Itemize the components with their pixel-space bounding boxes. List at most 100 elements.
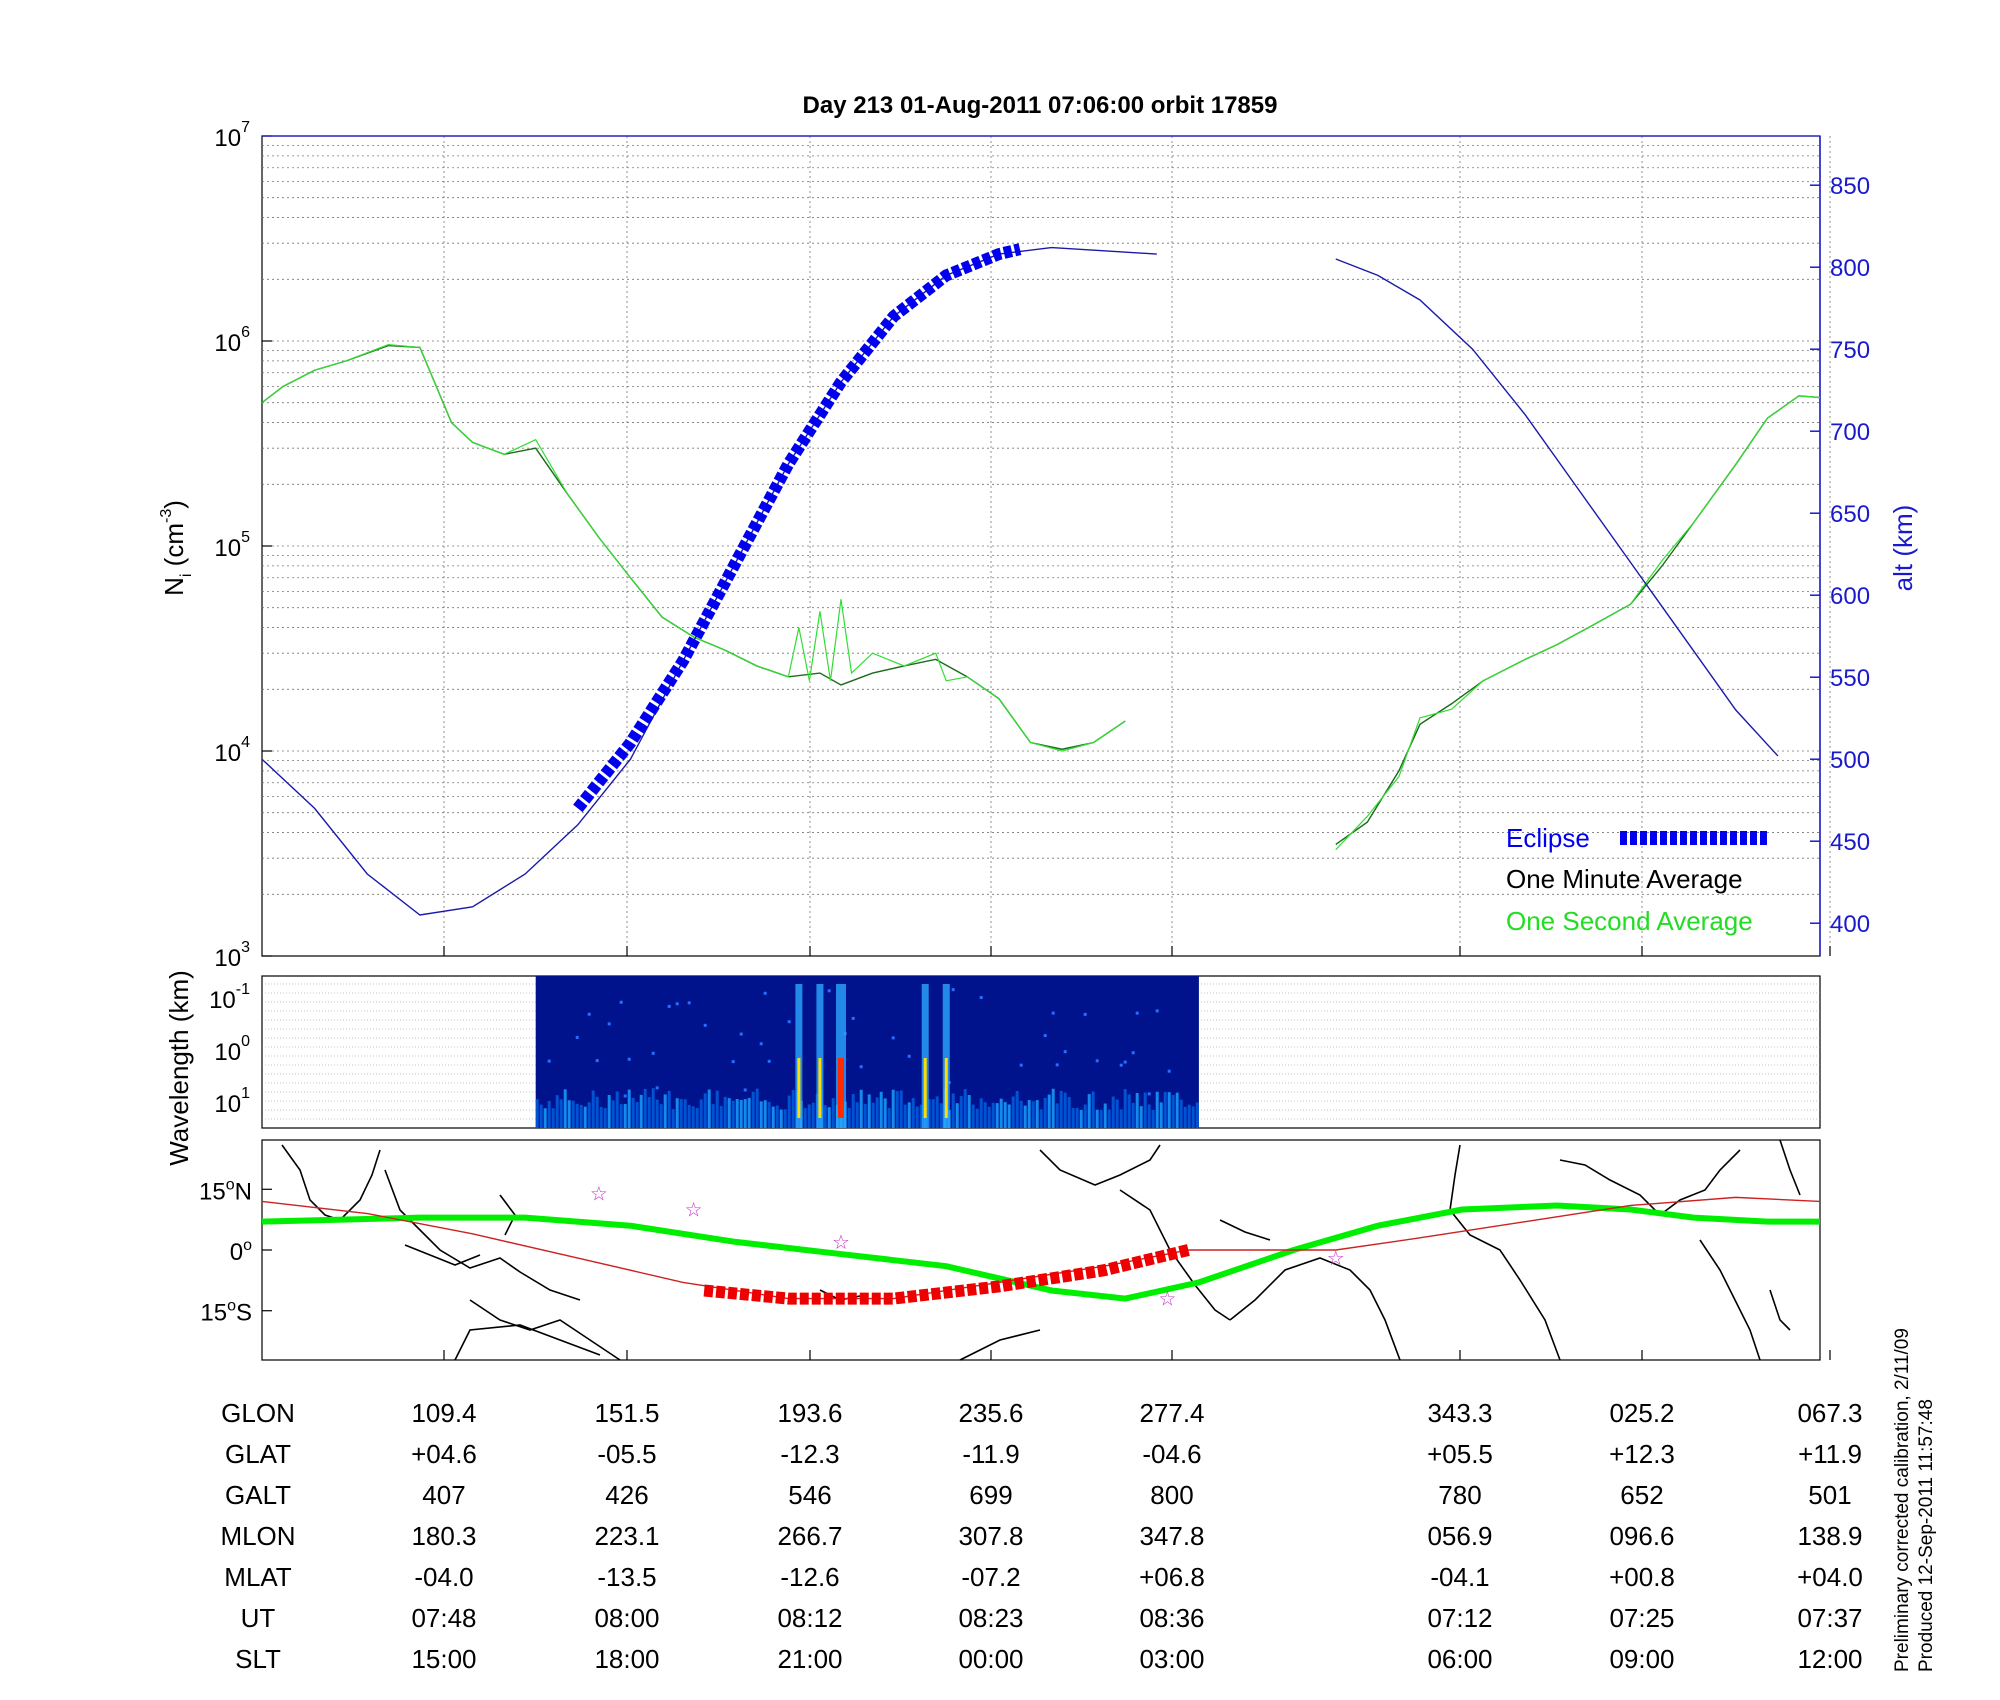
- table-cell: 07:12: [1427, 1603, 1492, 1633]
- spectrogram-column: [1111, 1096, 1115, 1128]
- y-tick-label: 104: [214, 734, 250, 767]
- spectrogram-column: [591, 1090, 595, 1128]
- spectrogram-speckle: [623, 1094, 627, 1098]
- spectrogram-column: [983, 1102, 987, 1128]
- spectrogram-column: [599, 1107, 603, 1128]
- altitude-tick-label: 550: [1830, 665, 1870, 692]
- spectrogram-speckle: [607, 1022, 611, 1026]
- table-cell: 08:00: [594, 1603, 659, 1633]
- spectrogram-column: [831, 1098, 835, 1128]
- spectrogram-column: [715, 1090, 719, 1128]
- spectrogram-column: [595, 1096, 599, 1128]
- spectrogram-column: [655, 1099, 659, 1128]
- table-cell: +06.8: [1139, 1562, 1205, 1592]
- spectrogram-column: [587, 1102, 591, 1128]
- spectrogram-speckle: [687, 1001, 691, 1005]
- spectrogram-speckle: [547, 1059, 551, 1063]
- spectrogram-speckle: [703, 1023, 707, 1027]
- wavelength-tick-label: 101: [214, 1085, 250, 1118]
- spectrogram-column: [571, 1100, 575, 1128]
- spectrogram-burst: [816, 984, 824, 1128]
- table-cell: +11.9: [1798, 1439, 1862, 1469]
- spectrogram-speckle: [763, 991, 767, 995]
- spectrogram-column: [1151, 1109, 1155, 1128]
- spectrogram-column: [735, 1099, 739, 1128]
- spectrogram-column: [743, 1099, 747, 1128]
- spectrogram-column: [1187, 1104, 1191, 1128]
- spectrogram-column: [919, 1104, 923, 1128]
- spectrogram-burst: [921, 984, 929, 1128]
- star-marker: ☆: [1327, 1248, 1345, 1270]
- table-cell: 109.4: [411, 1398, 476, 1428]
- spectrogram-speckle: [891, 1036, 895, 1040]
- spectrogram-column: [971, 1104, 975, 1128]
- altitude-tick-label: 400: [1830, 911, 1870, 938]
- wavelength-tick-label: 10-1: [209, 981, 250, 1014]
- spectrogram-speckle: [1055, 1063, 1059, 1067]
- spectrogram-speckle: [651, 1051, 655, 1055]
- altitude-tick-label: 600: [1830, 583, 1870, 610]
- table-cell: 025.2: [1609, 1398, 1674, 1428]
- series-line-one-second-average: [1335, 395, 1821, 851]
- density-series: [261, 243, 1821, 916]
- spectrogram-speckle: [587, 1012, 591, 1016]
- altitude-axis-ticks: 400 450 500 550 600 650 700 750 800 850: [1810, 173, 1870, 938]
- altitude-tick-label: 650: [1830, 501, 1870, 528]
- spectrogram-column: [1107, 1109, 1111, 1128]
- table-cell: -04.0: [414, 1562, 473, 1592]
- spectrogram-speckle: [1147, 1092, 1151, 1096]
- table-cell: 180.3: [411, 1521, 476, 1551]
- spectrogram-column: [575, 1103, 579, 1128]
- spectrogram-speckle: [827, 989, 831, 993]
- spectrogram-burst: [942, 984, 950, 1128]
- spectrogram-burst-core: [837, 1058, 844, 1118]
- table-cell: +04.6: [411, 1439, 477, 1469]
- map-series: ☆ ☆ ☆ ☆ ☆: [261, 1183, 1821, 1311]
- spectrogram-speckle: [575, 1035, 579, 1039]
- density-y-axis-label: Ni (cm-3): [158, 500, 195, 596]
- table-cell: 343.3: [1427, 1398, 1492, 1428]
- spectrogram-column: [807, 1104, 811, 1128]
- spectrogram-column: [1115, 1099, 1119, 1128]
- spectrogram-column: [791, 1090, 795, 1128]
- table-cell: +00.8: [1609, 1562, 1675, 1592]
- coastline: [404, 1244, 481, 1266]
- spectrogram-column: [731, 1100, 735, 1128]
- table-cell: 067.3: [1797, 1398, 1862, 1428]
- altitude-tick-label: 750: [1830, 337, 1870, 364]
- footnote-calibration: Preliminary corrected calibration, 2/11/…: [1892, 1328, 1913, 1672]
- spectrogram-column: [1131, 1102, 1135, 1128]
- spectrogram-column: [887, 1108, 891, 1128]
- spectrogram-column: [903, 1104, 907, 1128]
- table-cell: -04.1: [1430, 1562, 1489, 1592]
- table-cell: 235.6: [958, 1398, 1023, 1428]
- table-cell: 266.7: [777, 1521, 842, 1551]
- table-cell: +04.0: [1797, 1562, 1863, 1592]
- spectrogram-column: [555, 1095, 559, 1128]
- spectrogram: [535, 976, 1199, 1128]
- table-cell: 08:36: [1139, 1603, 1204, 1633]
- spectrogram-column: [1023, 1105, 1027, 1128]
- wavelength-y-ticks: 10-1 100 101: [209, 981, 250, 1118]
- spectrogram-column: [783, 1109, 787, 1128]
- spectrogram-speckle: [979, 996, 983, 1000]
- legend-entry-eclipse: Eclipse: [1506, 823, 1590, 853]
- series-line-alt-km-: [1335, 258, 1779, 757]
- chart-title: Day 213 01-Aug-2011 07:06:00 orbit 17859: [803, 92, 1278, 119]
- spectrogram-column: [727, 1098, 731, 1128]
- spectrogram-column: [911, 1098, 915, 1128]
- coastline: [469, 1299, 621, 1361]
- spectrogram-column: [739, 1099, 743, 1128]
- spectrogram-column: [1135, 1093, 1139, 1128]
- spectrogram-column: [1035, 1100, 1039, 1128]
- spectrogram-column: [747, 1098, 751, 1128]
- map-y-ticks: 15oN 0o 15oS: [199, 1176, 272, 1327]
- spectrogram-column: [811, 1102, 815, 1128]
- spectrogram-column: [855, 1102, 859, 1128]
- spectrogram-column: [959, 1096, 963, 1128]
- spectrogram-column: [863, 1103, 867, 1128]
- spectrogram-column: [1027, 1100, 1031, 1128]
- spectrogram-column: [755, 1088, 759, 1128]
- spectrogram-speckle: [1019, 1063, 1023, 1067]
- spectrogram-column: [987, 1106, 991, 1128]
